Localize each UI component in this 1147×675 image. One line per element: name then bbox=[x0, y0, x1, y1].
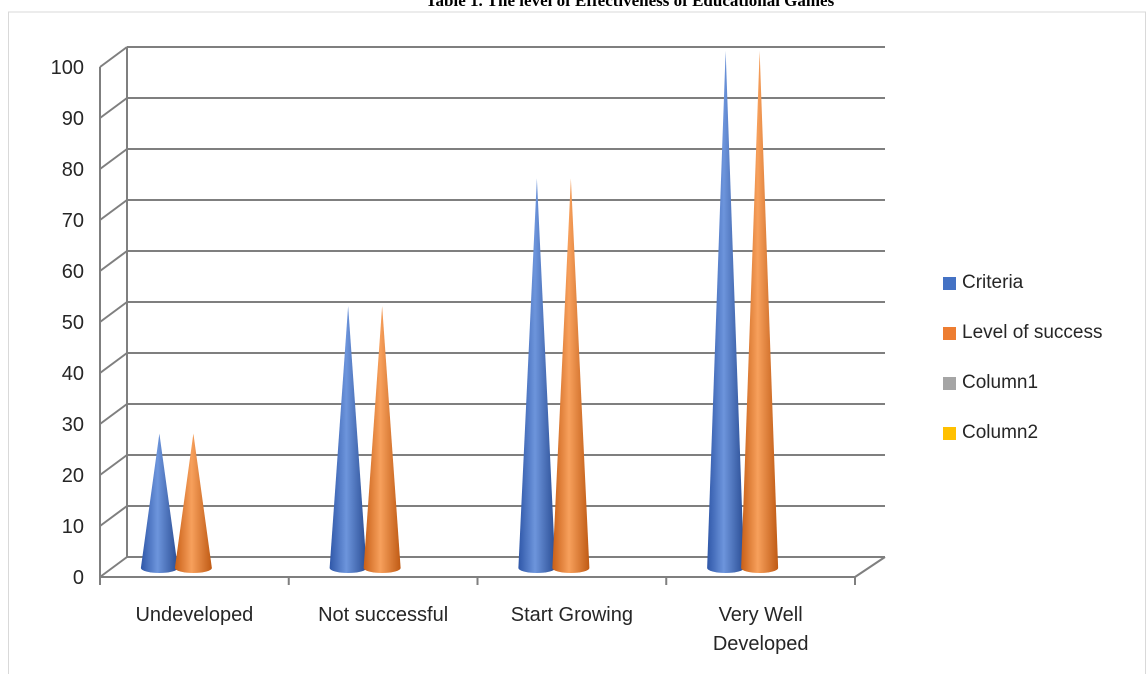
x-tick-label: Very Well Developed bbox=[713, 604, 809, 655]
bar-cone bbox=[518, 178, 556, 573]
gridline-depth bbox=[99, 97, 128, 119]
bar-cone bbox=[363, 306, 401, 573]
y-tick-label: 10 bbox=[62, 516, 84, 538]
bar-cone bbox=[741, 51, 779, 573]
gridline-depth bbox=[99, 301, 128, 323]
legend-item: Level of success bbox=[943, 308, 1102, 358]
y-tick-label: 90 bbox=[62, 108, 84, 130]
gridline-depth bbox=[99, 454, 128, 476]
legend-label: Criteria bbox=[962, 272, 1024, 293]
legend-item: Column1 bbox=[943, 358, 1102, 408]
floor-edge bbox=[854, 556, 886, 578]
gridline-depth bbox=[99, 556, 128, 578]
legend-label: Level of success bbox=[962, 322, 1103, 343]
gridline-depth bbox=[99, 250, 128, 272]
x-tick-label: Undeveloped bbox=[135, 604, 253, 626]
y-tick-label: 50 bbox=[62, 312, 84, 334]
gridline-depth bbox=[99, 403, 128, 425]
y-tick-label: 70 bbox=[62, 210, 84, 232]
legend-swatch bbox=[943, 276, 956, 290]
bar-cone bbox=[174, 433, 212, 573]
legend-label: Column1 bbox=[962, 372, 1039, 393]
legend-label: Column2 bbox=[962, 422, 1039, 443]
y-tick-label: 60 bbox=[62, 261, 84, 283]
y-tick-label: 0 bbox=[73, 567, 84, 589]
y-tick-label: 30 bbox=[62, 414, 84, 436]
gridline-depth bbox=[99, 46, 128, 68]
y-tick-label: 80 bbox=[62, 159, 84, 181]
legend-swatch bbox=[943, 326, 956, 340]
legend: Criteria Level of success Column1 Column2 bbox=[943, 258, 1102, 458]
y-tick-label: 100 bbox=[51, 57, 84, 79]
bar-cone bbox=[329, 306, 367, 573]
legend-swatch bbox=[943, 426, 956, 440]
y-tick-label: 40 bbox=[62, 363, 84, 385]
gridline-depth bbox=[99, 505, 128, 527]
gridline-depth bbox=[99, 199, 128, 221]
bar-cone bbox=[707, 51, 745, 573]
y-tick-label: 20 bbox=[62, 465, 84, 487]
legend-item: Criteria bbox=[943, 258, 1102, 308]
legend-swatch bbox=[943, 376, 956, 390]
legend-item: Column2 bbox=[943, 408, 1102, 458]
bar-cone bbox=[552, 178, 590, 573]
chart-title: Table 1. The level of Effectiveness of E… bbox=[425, 0, 835, 10]
x-tick-label: Start Growing bbox=[511, 604, 633, 626]
bar-cone bbox=[140, 433, 178, 573]
gridline-depth bbox=[99, 352, 128, 374]
chart-frame bbox=[8, 11, 1146, 674]
x-tick-label: Not successful bbox=[318, 604, 448, 626]
gridline-depth bbox=[99, 148, 128, 170]
